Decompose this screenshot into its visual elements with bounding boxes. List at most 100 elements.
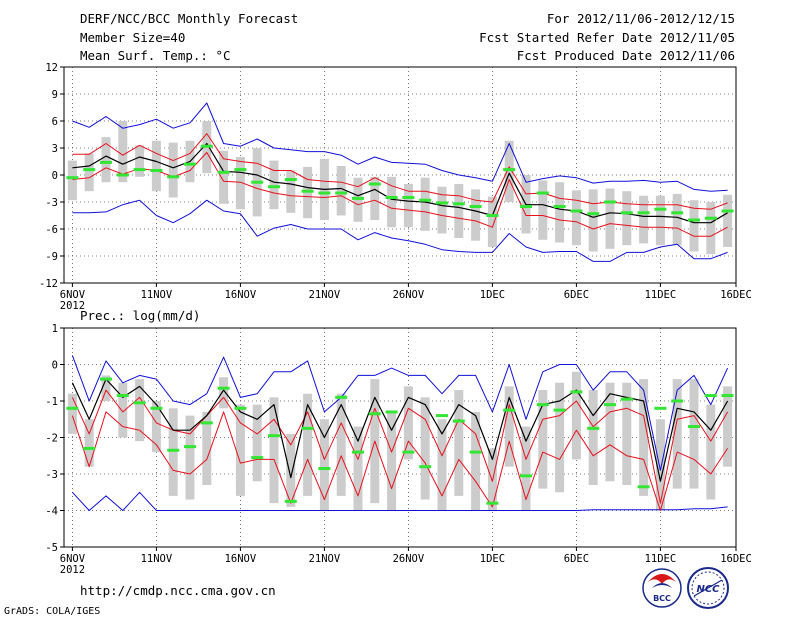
median-marker bbox=[671, 399, 684, 403]
x-tick-label: 11DEC bbox=[645, 289, 677, 301]
spread-bar bbox=[303, 393, 313, 496]
median-marker bbox=[318, 467, 331, 471]
median-marker bbox=[419, 198, 432, 202]
median-marker bbox=[503, 408, 516, 412]
median-marker bbox=[452, 202, 465, 206]
spread-bar bbox=[605, 382, 615, 482]
spread-bar bbox=[588, 390, 598, 485]
spread-bar bbox=[118, 121, 128, 183]
spread-bar bbox=[403, 184, 413, 228]
median-marker bbox=[620, 211, 633, 215]
bcc-logo-wave-icon bbox=[652, 583, 672, 588]
median-marker bbox=[620, 397, 633, 401]
spread-bar bbox=[622, 191, 632, 246]
x-tick-label: 6NOV bbox=[60, 289, 86, 301]
spread-bar bbox=[454, 184, 464, 238]
median-marker bbox=[268, 185, 280, 189]
figure-title: DERF/NCC/BCC Monthly Forecast bbox=[80, 11, 298, 26]
x-tick-label: 6DEC bbox=[564, 553, 589, 565]
median-marker bbox=[688, 425, 700, 429]
spread-bar bbox=[101, 375, 111, 401]
median-marker bbox=[150, 406, 163, 410]
x-tick-label: 11NOV bbox=[141, 553, 173, 565]
spread-bar bbox=[420, 177, 430, 231]
spread-bar bbox=[336, 166, 346, 216]
x-tick-label: 21NOV bbox=[309, 289, 341, 301]
spread-bar bbox=[269, 397, 279, 504]
median-marker bbox=[419, 465, 432, 469]
median-marker bbox=[150, 169, 163, 172]
spread-bar bbox=[487, 196, 497, 247]
spread-bar bbox=[605, 188, 615, 249]
spread-bar bbox=[235, 404, 245, 496]
spread-bar bbox=[538, 390, 548, 489]
median-marker bbox=[436, 201, 448, 205]
median-marker bbox=[704, 394, 717, 398]
spread-bar bbox=[639, 195, 649, 244]
spread-bar bbox=[202, 411, 212, 485]
median-marker bbox=[184, 162, 196, 166]
y-tick-label: 1 bbox=[52, 323, 58, 335]
series-line-min bbox=[72, 199, 728, 262]
median-marker bbox=[402, 450, 415, 454]
median-marker bbox=[83, 446, 96, 450]
spread-bar bbox=[723, 386, 733, 467]
median-marker bbox=[368, 412, 381, 416]
x-tick-label: 26NOV bbox=[393, 553, 425, 565]
spread-bar bbox=[336, 393, 346, 496]
median-marker bbox=[452, 419, 465, 423]
spread-bar bbox=[286, 433, 296, 507]
spread-bar bbox=[84, 153, 94, 192]
spread-bar bbox=[118, 382, 128, 438]
y-tick-label: -9 bbox=[45, 251, 58, 263]
spread-bar bbox=[151, 140, 161, 192]
variable-label-precipitation: Prec.: log(mm/d) bbox=[80, 308, 200, 323]
y-tick-label: -2 bbox=[45, 433, 58, 445]
spread-bar bbox=[387, 411, 397, 511]
spread-bar bbox=[639, 379, 649, 496]
x-tick-label: 16NOV bbox=[225, 289, 257, 301]
median-marker bbox=[671, 211, 684, 215]
spread-bar bbox=[571, 190, 581, 246]
y-tick-label: -3 bbox=[45, 197, 58, 209]
bcc-logo: BCC bbox=[642, 568, 682, 608]
spread-bar bbox=[67, 160, 77, 201]
median-marker bbox=[368, 182, 381, 186]
median-marker bbox=[284, 499, 297, 503]
spread-bar bbox=[521, 426, 531, 511]
median-marker bbox=[553, 408, 566, 412]
spread-bar bbox=[706, 202, 716, 255]
x-tick-label: 21NOV bbox=[309, 553, 341, 565]
spread-bar bbox=[135, 145, 145, 177]
spread-bar bbox=[135, 379, 145, 442]
spread-bar bbox=[571, 371, 581, 460]
median-marker bbox=[637, 211, 650, 215]
median-marker bbox=[520, 205, 532, 208]
spread-bar bbox=[151, 401, 161, 453]
spread-bar bbox=[504, 386, 514, 467]
member-size: Member Size=40 bbox=[80, 30, 185, 45]
spread-bar bbox=[706, 404, 716, 500]
spread-bar bbox=[689, 379, 699, 489]
median-marker bbox=[385, 196, 398, 199]
median-marker bbox=[469, 450, 482, 454]
spread-bar bbox=[84, 419, 94, 467]
series-line-mean-minus-sd bbox=[72, 152, 728, 237]
spread-bar bbox=[672, 193, 682, 246]
median-marker bbox=[268, 434, 280, 438]
spread-bar bbox=[622, 382, 632, 485]
source-url[interactable]: http://cmdp.ncc.cma.gov.cn bbox=[80, 583, 276, 598]
median-marker bbox=[486, 214, 499, 217]
y-tick-label: 6 bbox=[52, 116, 58, 128]
spread-bar bbox=[555, 382, 565, 493]
forecast-start-date: Fcst Started Refer Date 2012/11/05 bbox=[479, 30, 735, 45]
median-marker bbox=[200, 144, 213, 148]
spread-bar bbox=[437, 419, 447, 511]
median-marker bbox=[570, 390, 583, 394]
x-tick-label: 1DEC bbox=[480, 553, 505, 565]
spread-bar bbox=[504, 140, 514, 202]
median-marker bbox=[116, 394, 129, 398]
spread-bar bbox=[269, 160, 279, 210]
spread-bar bbox=[219, 150, 229, 204]
x-tick-label: 11DEC bbox=[645, 553, 677, 565]
